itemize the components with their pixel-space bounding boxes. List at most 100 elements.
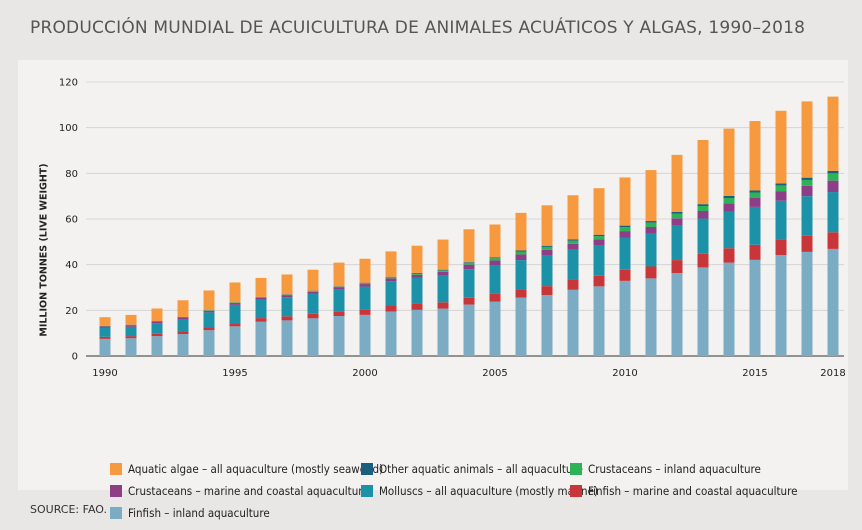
legend-swatch [361,463,373,475]
bar-segment [723,211,735,249]
bar-segment [333,262,345,287]
bar-segment [281,316,293,321]
bar-segment [697,253,709,268]
bar-segment [515,212,527,251]
bar-segment [541,249,553,256]
bar-segment [775,200,787,240]
bar-segment [593,286,605,356]
bar-segment [151,323,163,334]
legend-label: Finfish – inland aquaculture [128,506,270,520]
x-tick-label: 2015 [742,368,767,379]
legend-swatch [361,485,373,497]
bar-segment [359,314,371,356]
bar-segment [333,287,345,290]
bar-segment [567,240,579,244]
bar-segment [125,326,137,337]
bar-segment [619,280,631,356]
bar-segment [333,311,345,317]
bar-segment [749,259,761,356]
bar-segment [593,234,605,237]
bar-segment [437,302,449,309]
bar-segment [827,232,839,249]
bar-segment [645,266,657,279]
bar-segment [99,317,111,326]
bar-segment [385,277,397,279]
bar-segment [463,269,475,298]
bar-segment [567,239,579,241]
x-tick-label: 2018 [820,368,845,379]
bar-segment [359,258,371,283]
bar-segment [489,258,501,261]
bar-segment [411,277,423,304]
bar-segment [827,96,839,171]
bar-segment [255,321,267,356]
bar-segment [593,188,605,235]
bar-segment [827,192,839,233]
legend-label: Crustaceans – inland aquaculture [588,462,761,476]
bar-segment [749,192,761,198]
bar-segment [515,289,527,298]
y-tick-label: 20 [65,306,78,317]
x-tick-label: 1990 [92,368,117,379]
bar-segment [359,309,371,315]
bar-segment [489,265,501,294]
bar-segment [229,282,241,303]
bar-segment [203,312,215,328]
bar-segment [619,269,631,281]
bar-segment [229,326,241,356]
bar-segment [697,211,709,219]
legend-swatch [570,463,582,475]
bar-segment [697,139,709,205]
bar-segment [125,325,137,327]
x-tick-label: 2005 [482,368,507,379]
bar-segment [671,225,683,261]
legend-swatch [570,485,582,497]
y-tick-label: 120 [59,78,78,89]
bar-segment [281,297,293,317]
bar-segment [775,191,787,201]
bar-segment [541,245,553,247]
bar-segment [697,267,709,356]
bar-segment [775,183,787,186]
bar-segment [333,286,345,288]
bar-segment [151,336,163,356]
bar-segment [541,295,553,356]
bar-segment [723,248,735,263]
bar-segment [307,269,319,291]
bar-segment [801,185,813,197]
bar-segment [307,291,319,294]
bar-segment [723,128,735,196]
y-axis-label: MILLION TONNES (LIVE WEIGHT) [38,163,50,337]
bar-segment [567,279,579,290]
bar-segment [125,314,137,325]
legend-swatch [110,485,122,497]
legend-item: Crustaceans – marine and coastal aquacul… [110,484,369,498]
bar-segment [359,284,371,287]
bar-segment [99,327,111,337]
bar-segment [385,278,397,282]
stacked-bar-chart: 0 20 40 60 80 100 120 1990 1995 2000 2005 2010 2015 2… [59,78,846,380]
bar-segment [645,170,657,222]
bar-segment [281,295,293,298]
bar-segment [177,334,189,356]
bar-segment [151,308,163,322]
bar-segment [125,338,137,356]
bar-segment [775,239,787,256]
chart-title: PRODUCCIÓN MUNDIAL DE ACUICULTURA DE ANI… [30,18,806,38]
y-tick-label: 40 [65,260,78,271]
bar-segment [619,227,631,232]
bar-segment [801,177,813,180]
legend-item: Aquatic algae – all aquaculture (mostly … [110,462,383,476]
bar-segment [801,235,813,252]
bar-segment [385,281,397,306]
bar-segment [541,255,553,287]
bar-segment [827,173,839,181]
bar-segment [177,331,189,335]
bar-segment [489,257,501,259]
legend-label: Other aquatic animals – all aquaculture [379,462,583,476]
bar-segment [411,309,423,356]
bar-segment [541,205,553,246]
bar-segment [671,273,683,356]
bar-segment [801,196,813,236]
bar-segment [385,251,397,277]
